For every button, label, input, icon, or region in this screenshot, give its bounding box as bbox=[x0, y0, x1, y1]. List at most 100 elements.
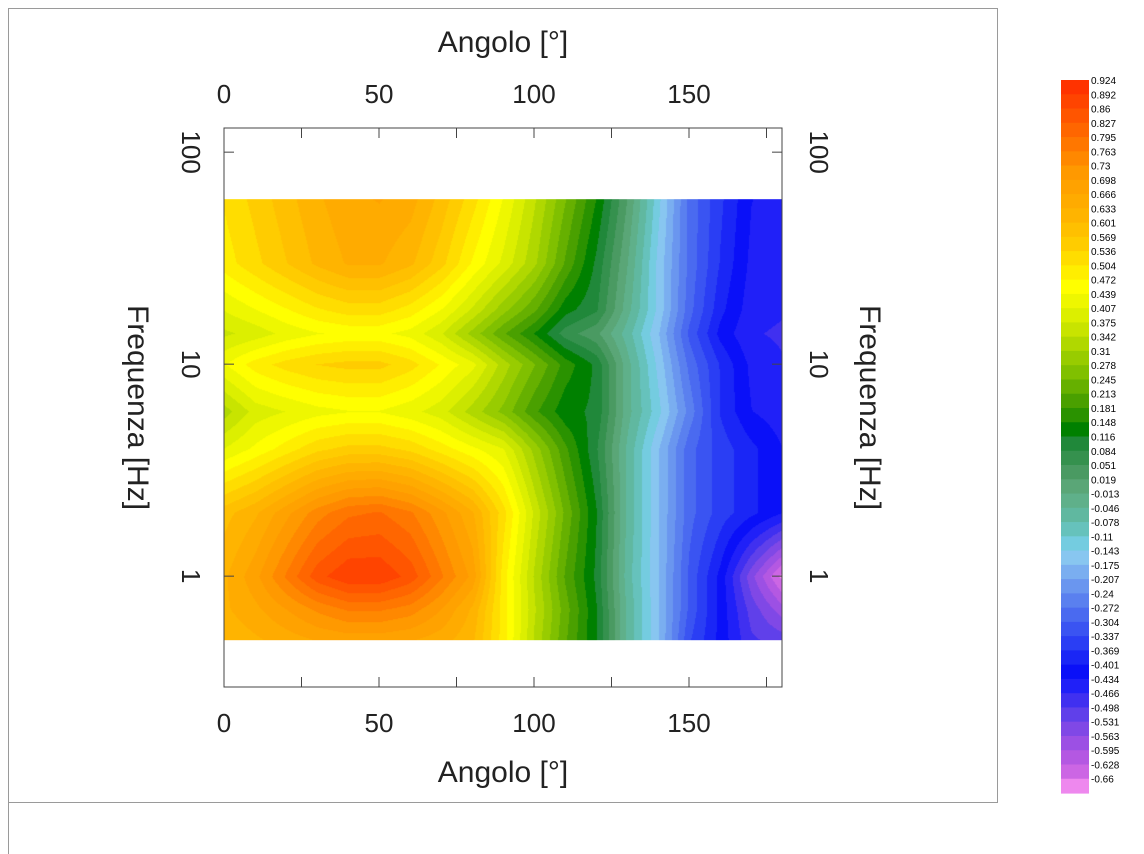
lower-panel-border bbox=[8, 803, 11, 854]
colorbar-label: 0.633 bbox=[1091, 204, 1116, 215]
colorbar-swatch bbox=[1061, 308, 1089, 324]
colorbar-label: -0.046 bbox=[1091, 504, 1120, 515]
colorbar-swatch bbox=[1061, 222, 1089, 238]
colorbar-label: 0.827 bbox=[1091, 119, 1116, 130]
colorbar-label: 0.375 bbox=[1091, 318, 1116, 329]
colorbar-swatch bbox=[1061, 564, 1089, 580]
colorbar-label: -0.531 bbox=[1091, 718, 1120, 729]
colorbar-label: -0.498 bbox=[1091, 703, 1120, 714]
colorbar-swatch bbox=[1061, 108, 1089, 124]
colorbar-label: 0.148 bbox=[1091, 418, 1116, 429]
colorbar-swatch bbox=[1061, 522, 1089, 537]
colorbar-label: 0.892 bbox=[1091, 90, 1116, 101]
y-axis-label-right: Frequenza [Hz] bbox=[853, 305, 886, 510]
colorbar-swatch bbox=[1061, 650, 1089, 666]
x-tick-label-top: 50 bbox=[365, 79, 394, 109]
colorbar-label: -0.304 bbox=[1091, 618, 1120, 629]
x-tick-label-bottom: 150 bbox=[667, 708, 710, 738]
colorbar-label: 0.019 bbox=[1091, 475, 1116, 486]
colorbar-swatch bbox=[1061, 507, 1089, 523]
colorbar-swatch bbox=[1061, 151, 1089, 167]
x-axis-label-top: Angolo [°] bbox=[438, 26, 568, 59]
x-tick-label-bottom: 100 bbox=[512, 708, 555, 738]
x-axis-label-bottom: Angolo [°] bbox=[438, 756, 568, 789]
colorbar-swatch bbox=[1061, 322, 1089, 338]
y-tick-label-left: 100 bbox=[176, 130, 206, 173]
colorbar-swatch bbox=[1061, 735, 1089, 751]
colorbar-swatch bbox=[1061, 94, 1089, 110]
colorbar-label: -0.078 bbox=[1091, 518, 1120, 529]
colorbar-label: -0.563 bbox=[1091, 732, 1120, 743]
colorbar-label: -0.369 bbox=[1091, 646, 1120, 657]
colorbar-label: -0.66 bbox=[1091, 775, 1114, 786]
colorbar-label: -0.595 bbox=[1091, 746, 1120, 757]
colorbar-label: -0.337 bbox=[1091, 632, 1120, 643]
colorbar-swatch bbox=[1061, 778, 1089, 794]
colorbar-swatch bbox=[1061, 465, 1089, 480]
colorbar-swatch bbox=[1061, 379, 1089, 395]
colorbar-label: 0.601 bbox=[1091, 219, 1116, 230]
colorbar-swatch bbox=[1061, 436, 1089, 452]
x-tick-label-bottom: 50 bbox=[365, 708, 394, 738]
colorbar-label: 0.116 bbox=[1091, 433, 1116, 444]
colorbar-label: 0.31 bbox=[1091, 347, 1111, 358]
colorbar-swatch bbox=[1061, 279, 1089, 295]
colorbar-swatch bbox=[1061, 721, 1089, 737]
colorbar-swatch bbox=[1061, 122, 1089, 138]
colorbar-label: 0.407 bbox=[1091, 304, 1116, 315]
contour-surface bbox=[224, 199, 782, 641]
colorbar-label: -0.013 bbox=[1091, 490, 1120, 501]
colorbar-label: -0.401 bbox=[1091, 661, 1120, 672]
plot-border bbox=[223, 127, 783, 688]
colorbar-label: 0.504 bbox=[1091, 261, 1116, 272]
colorbar-swatch bbox=[1061, 194, 1089, 209]
colorbar-label: 0.698 bbox=[1091, 176, 1116, 187]
colorbar-swatch bbox=[1061, 479, 1089, 495]
colorbar-label: 0.278 bbox=[1091, 361, 1116, 372]
y-axis-label-left: Frequenza [Hz] bbox=[121, 305, 154, 510]
colorbar-swatch bbox=[1061, 579, 1089, 594]
colorbar-swatch bbox=[1061, 493, 1089, 509]
colorbar-swatch bbox=[1061, 80, 1089, 95]
colorbar-label: 0.86 bbox=[1091, 105, 1111, 116]
colorbar-label: 0.084 bbox=[1091, 447, 1116, 458]
y-tick-label-right: 1 bbox=[804, 569, 834, 583]
colorbar-swatch bbox=[1061, 550, 1089, 566]
x-tick-label-bottom: 0 bbox=[217, 708, 231, 738]
colorbar-label: 0.924 bbox=[1091, 76, 1116, 87]
y-tick-label-right: 10 bbox=[804, 350, 834, 379]
colorbar-swatch bbox=[1061, 208, 1089, 224]
colorbar-label: 0.666 bbox=[1091, 190, 1116, 201]
colorbar-swatch bbox=[1061, 664, 1089, 680]
y-tick-label-left: 10 bbox=[176, 350, 206, 379]
y-tick-label-right: 100 bbox=[804, 130, 834, 173]
colorbar-label: 0.051 bbox=[1091, 461, 1116, 472]
colorbar-label: -0.628 bbox=[1091, 760, 1120, 771]
colorbar-label: 0.536 bbox=[1091, 247, 1116, 258]
chart-frame bbox=[8, 8, 998, 803]
colorbar-label: 0.213 bbox=[1091, 390, 1116, 401]
colorbar-swatch bbox=[1061, 536, 1089, 552]
colorbar-label: -0.434 bbox=[1091, 675, 1120, 686]
colorbar-swatch bbox=[1061, 607, 1089, 623]
colorbar-label: 0.181 bbox=[1091, 404, 1116, 415]
axes: 0 0 50 50 100 100 150 150 Angolo [°] Angolo [°] 1 1… bbox=[121, 26, 886, 789]
colorbar-label: 0.763 bbox=[1091, 147, 1116, 158]
colorbar-swatch bbox=[1061, 450, 1089, 466]
colorbar-label: -0.207 bbox=[1091, 575, 1120, 586]
colorbar-swatch bbox=[1061, 422, 1089, 438]
colorbar-swatch bbox=[1061, 165, 1089, 181]
colorbar-swatch bbox=[1061, 621, 1089, 637]
colorbar-swatch bbox=[1061, 636, 1089, 651]
colorbar-swatch bbox=[1061, 350, 1089, 366]
colorbar-swatch bbox=[1061, 336, 1089, 352]
colorbar-swatch bbox=[1061, 707, 1089, 723]
colorbar-label: -0.143 bbox=[1091, 547, 1120, 558]
colorbar-label: -0.11 bbox=[1091, 532, 1113, 543]
x-tick-label-top: 100 bbox=[512, 79, 555, 109]
colorbar-swatch bbox=[1061, 593, 1089, 609]
colorbar-swatch bbox=[1061, 678, 1089, 694]
colorbar-label: -0.466 bbox=[1091, 689, 1120, 700]
colorbar-swatch bbox=[1061, 750, 1089, 766]
colorbar-label: 0.439 bbox=[1091, 290, 1116, 301]
